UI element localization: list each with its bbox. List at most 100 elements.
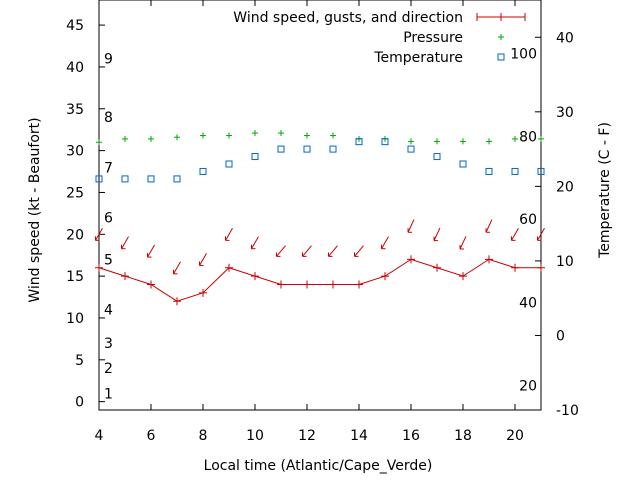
wind-direction-arrow [95,227,103,241]
wind-speed-point [121,272,129,281]
pressure-point [96,139,102,146]
wind-direction-arrow [511,227,519,241]
y-axis-title-left: Wind speed (kt - Beaufort) [27,117,43,302]
pressure-point [148,135,154,142]
temperature-point [407,145,415,153]
y-left-tick-label: 45 [66,18,84,34]
temperature-point [355,138,363,146]
y-left-tick-label: 0 [75,395,84,411]
temperature-point [329,145,337,153]
pressure-point [252,130,258,137]
x-tick-label: 14 [350,428,368,444]
y-right-tick-label: -10 [556,403,579,419]
beaufort-label: 2 [104,361,113,377]
wind-arrow-shaft [95,227,103,241]
temperature-point [121,175,129,183]
wind-speed-point [173,297,181,306]
wind-direction-arrow [121,236,129,250]
x-tick-label: 4 [95,428,104,444]
y-right-tick-label: 30 [556,105,574,121]
wind-arrow-shaft [485,219,493,233]
wind-arrow-shaft [381,236,389,249]
legend-sample-wind [476,13,526,21]
y-left-tick-label: 40 [66,60,84,76]
wind-speed-point [277,280,285,289]
legend-label-temperature: Temperature [373,50,463,66]
y-left-tick-label: 5 [75,353,84,369]
pressure-point [486,138,492,145]
pressure-point [434,138,440,145]
wind-speed-point [511,263,519,272]
wind-speed-point [95,263,103,272]
pressure-point [174,134,180,141]
fahrenheit-scale: 20 40 60 80 100 [510,47,537,395]
wind-arrow-shaft [511,227,519,241]
pressure-point [304,132,310,139]
wind-speed-point [433,263,441,272]
wind-direction-arrow [328,245,338,257]
legend: Wind speed, gusts, and direction Pressur… [233,10,526,66]
wind-direction-arrow [485,219,493,233]
beaufort-label: 6 [104,211,113,227]
wind-arrow-shaft [276,245,286,257]
pressure-point [330,132,336,139]
wind-arrow-shaft [433,227,441,241]
temperature-point [251,153,259,161]
pressure-point [460,138,466,145]
beaufort-label: 7 [104,160,113,176]
data-marks [95,130,545,306]
wind-arrow-shaft [121,236,129,249]
wind-arrow-shaft [407,219,415,233]
wind-direction-arrow [433,227,441,242]
y-axis-title-right: Temperature (C - F) [597,122,613,259]
wind-speed-point [459,272,467,281]
wind-speed-point [303,280,311,289]
wind-direction-arrow [251,236,259,250]
pressure-point [278,130,284,137]
beaufort-label: 9 [104,52,113,68]
temperature-point [173,175,181,183]
beaufort-label: 3 [104,336,113,352]
fahrenheit-label: 60 [519,212,537,228]
x-tick-label: 12 [298,428,316,444]
beaufort-label: 4 [104,303,113,319]
pressure-point [538,135,544,142]
y-left-tick-label: 20 [66,227,84,243]
wind-speed-point [199,288,207,297]
pressure-point [512,135,518,142]
wind-arrow-shaft [173,261,181,275]
wind-arrow-shaft [225,227,233,241]
temperature-point [95,175,103,183]
wind-speed-point [407,255,415,264]
wind-arrow-shaft [251,236,259,249]
wind-arrow-shaft [328,245,338,257]
wind-arrow-shaft [199,253,207,266]
y-right-tick-label: 40 [556,30,574,46]
wind-direction-arrow [225,227,233,241]
wind-direction-arrow [199,253,207,266]
fahrenheit-label: 100 [510,47,537,63]
wind-arrow-shaft [302,245,312,257]
pressure-point [226,132,232,139]
beaufort-label: 5 [104,252,113,268]
temperature-point [485,167,493,175]
y-left-tick-label: 25 [66,185,84,201]
x-axis-title: Local time (Atlantic/Cape_Verde) [204,458,433,474]
axis-ticks: 4 6 8 10 12 14 16 18 20051015202530354045-100102… [66,0,579,444]
temperature-point [459,160,467,168]
y-right-tick-label: 0 [556,328,565,344]
y-left-tick-label: 35 [66,102,84,118]
pressure-point [122,135,128,142]
y-left-tick-label: 30 [66,144,84,160]
wind-arrow-shaft [354,245,364,257]
wind-arrow-shaft [147,244,155,258]
pressure-point [408,138,414,145]
wind-direction-arrow [407,219,415,233]
plot-border [98,0,542,411]
legend-label-wind: Wind speed, gusts, and direction [233,10,463,26]
legend-sample-pressure [498,34,504,40]
wind-arrow-shaft [459,236,467,250]
y-right-tick-label: 10 [556,254,574,270]
wind-arrow-shaft [537,227,545,241]
